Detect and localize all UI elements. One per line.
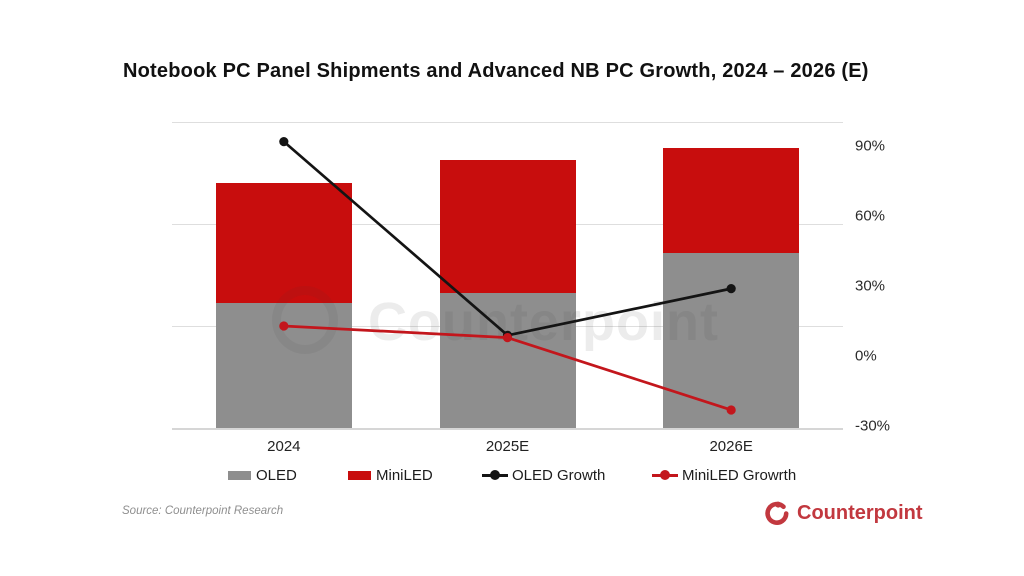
legend-label-oled: OLED — [256, 466, 297, 484]
legend-marker-dot-miniled-growrth — [660, 470, 670, 480]
legend-swatch-miniled — [348, 470, 371, 480]
source-text: Source: Counterpoint Research — [122, 505, 284, 517]
watermark-logo-icon — [272, 286, 338, 354]
legend-label-miniled: MiniLED — [376, 466, 433, 484]
x-axis-label: 2025E — [485, 437, 530, 455]
right-axis-tick-label: 90% — [855, 137, 886, 155]
legend-label-miniled-growrth: MiniLED Growrth — [682, 466, 797, 484]
bar-segment-miniled-2025e — [439, 160, 576, 294]
x-axis-label: 2026E — [709, 437, 753, 455]
x-axis-line — [172, 428, 843, 430]
right-axis-tick-label: -30% — [855, 417, 891, 435]
legend-item-miniled: MiniLED — [348, 462, 433, 488]
chart-title: Notebook PC Panel Shipments and Advanced… — [123, 60, 869, 82]
legend-label-oled-growth: OLED Growth — [512, 466, 606, 484]
bar-segment-miniled-2024 — [215, 182, 352, 304]
right-axis-tick-label: 60% — [855, 207, 886, 225]
legend-marker-dot-oled-growth — [490, 470, 500, 480]
legend-marker-miniled-growrth — [652, 470, 678, 480]
legend-marker-oled-growth — [482, 470, 508, 480]
legend-item-oled: OLED — [228, 462, 297, 488]
counterpoint-logo: Counterpoint — [763, 500, 923, 526]
gridline — [172, 122, 843, 123]
legend-item-oled-growth: OLED Growth — [482, 462, 605, 488]
bar-segment-miniled-2026e — [663, 148, 800, 254]
legend: OLED MiniLED OLED Growth MiniLED Growrth — [0, 462, 1024, 488]
counterpoint-logo-icon — [765, 501, 789, 525]
right-axis-tick-label: 30% — [855, 277, 886, 295]
right-axis-tick-label: 0% — [855, 347, 877, 365]
counterpoint-logo-text: Counterpoint — [797, 501, 923, 524]
watermark-text: Counterpoint — [368, 292, 719, 352]
x-axis-label: 2024 — [267, 437, 301, 455]
legend-item-miniled-growrth: MiniLED Growrth — [652, 462, 796, 488]
legend-swatch-oled — [228, 470, 251, 480]
